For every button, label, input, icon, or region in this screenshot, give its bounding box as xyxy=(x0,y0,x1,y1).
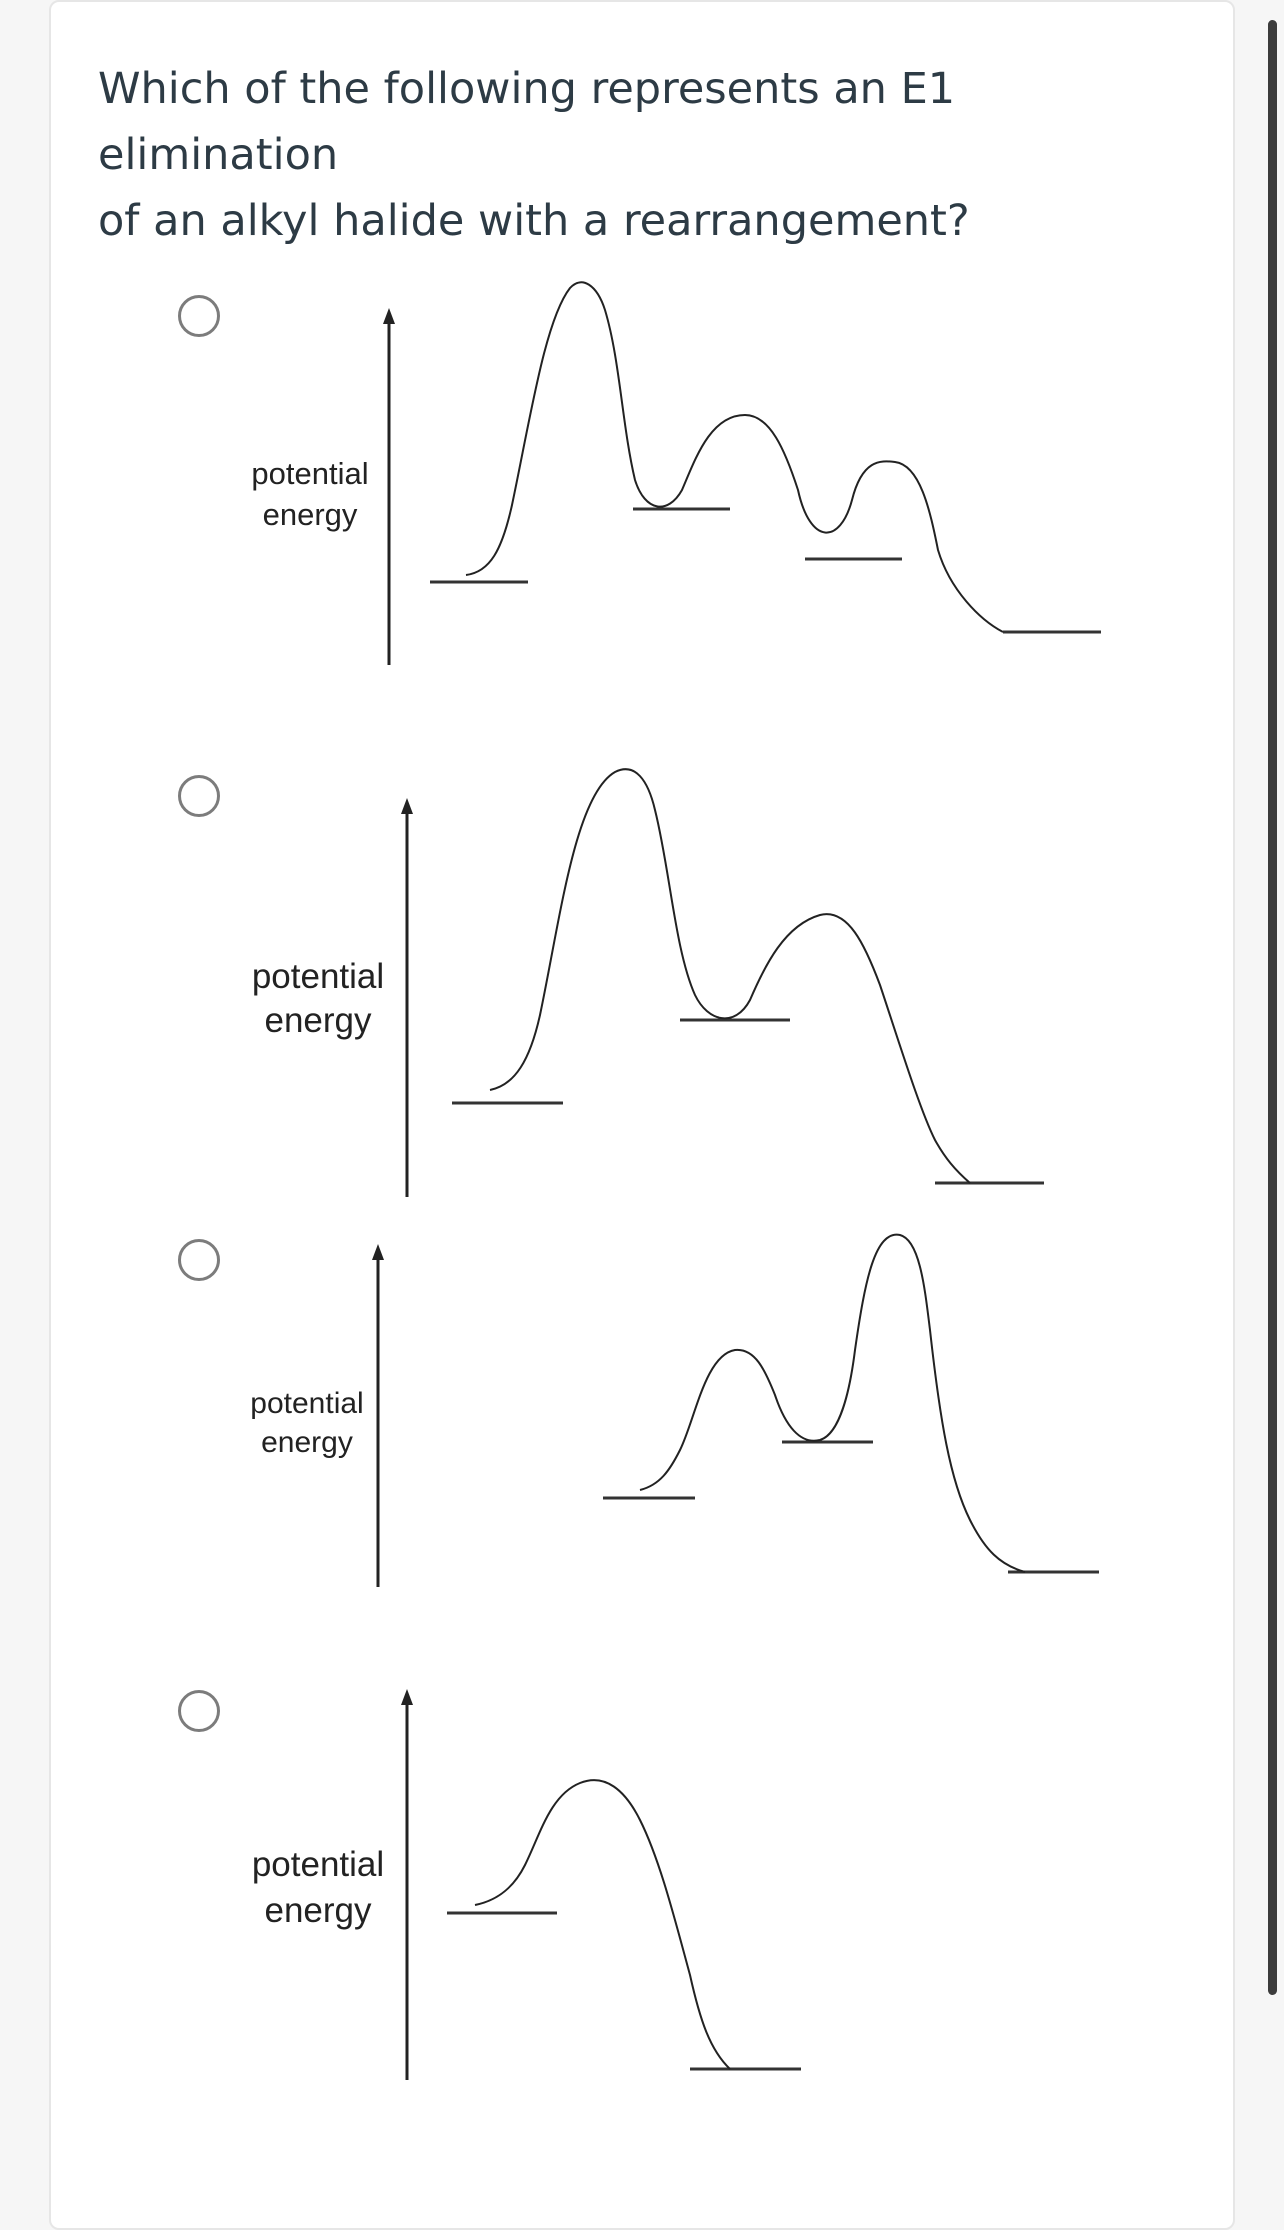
axis-label-potential: potential xyxy=(250,1387,363,1420)
question-line-1: Which of the following represents an E1 … xyxy=(98,64,956,180)
question-text: Which of the following represents an E1 … xyxy=(98,56,1198,254)
option-b-radio[interactable] xyxy=(178,775,220,817)
scrollbar[interactable] xyxy=(1268,20,1277,1995)
axis-label-energy: energy xyxy=(264,1891,372,1930)
reaction-coordinate-curve xyxy=(474,1779,731,2070)
axis-label-energy: energy xyxy=(263,497,358,532)
option-a-energy-diagram[interactable]: potential energy xyxy=(230,280,1130,700)
axis-arrow-icon xyxy=(383,308,395,324)
option-d-radio[interactable] xyxy=(178,1690,220,1732)
reaction-coordinate-curve xyxy=(489,768,971,1184)
axis-arrow-icon xyxy=(401,1689,413,1705)
option-b-energy-diagram[interactable]: potential energy xyxy=(230,760,1130,1220)
option-d-energy-diagram[interactable]: potential energy xyxy=(230,1675,1130,2095)
question-line-2: of an alkyl halide with a rearrangement? xyxy=(98,196,970,246)
reaction-coordinate-curve xyxy=(639,1233,1026,1573)
option-a-radio[interactable] xyxy=(178,295,220,337)
axis-label-energy: energy xyxy=(264,1001,372,1040)
option-c-energy-diagram[interactable]: potential energy xyxy=(230,1220,1130,1600)
axis-arrow-icon xyxy=(372,1244,384,1260)
reaction-coordinate-curve xyxy=(465,281,1004,633)
axis-label-potential: potential xyxy=(252,957,384,996)
axis-label-potential: potential xyxy=(252,1845,384,1884)
axis-arrow-icon xyxy=(401,798,413,814)
axis-label-energy: energy xyxy=(261,1426,353,1459)
question-card xyxy=(49,0,1235,2230)
axis-label-potential: potential xyxy=(251,456,368,491)
option-c-radio[interactable] xyxy=(178,1239,220,1281)
